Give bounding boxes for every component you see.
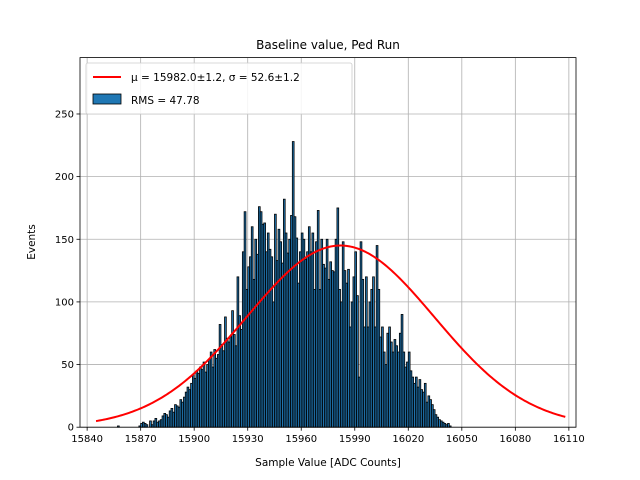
x-tick-label: 15900 [178, 434, 210, 445]
y-tick-label: 200 [55, 172, 74, 183]
legend-rms-swatch [92, 93, 122, 105]
x-tick-label: 16080 [499, 434, 531, 445]
x-tick-label: 15960 [285, 434, 317, 445]
x-tick-label: 16020 [392, 434, 424, 445]
gaussian-fit-curve [95, 244, 566, 423]
y-tick-label: 0 [68, 423, 74, 434]
y-axis-ticks: 0 50 100 150 200 250 [55, 109, 80, 434]
plot-frame [79, 57, 577, 428]
y-tick-label: 100 [55, 297, 74, 308]
y-axis-label: Events [26, 224, 38, 260]
legend-box [85, 62, 353, 115]
y-tick-label: 150 [55, 235, 74, 246]
y-tick-label: 250 [55, 109, 74, 120]
histogram-bars [117, 141, 452, 428]
x-tick-label: 15990 [339, 434, 371, 445]
x-tick-label: 15870 [125, 434, 157, 445]
x-axis-label: Sample Value [ADC Counts] [255, 457, 401, 469]
legend-fit-mu: μ = 15982.0±1.2, [131, 72, 229, 84]
legend-rms-label: RMS = 47.78 [131, 95, 200, 107]
y-tick-label: 50 [61, 360, 74, 371]
legend-fit-sigma: σ = 52.6±1.2 [229, 72, 300, 84]
x-tick-label: 15930 [232, 434, 264, 445]
x-tick-label: 15840 [71, 434, 103, 445]
x-axis-ticks: 15840 15870 15900 15930 15960 15990 16020 16050… [71, 427, 585, 445]
x-tick-label: 16050 [446, 434, 478, 445]
legend-fit-label: μ = 15982.0±1.2, σ = 52.6±1.2 [131, 72, 300, 84]
x-tick-label: 16110 [553, 434, 585, 445]
chart-title: Baseline value, Ped Run [256, 38, 400, 52]
legend: μ = 15982.0±1.2, σ = 52.6±1.2 RMS = 47.7… [85, 62, 353, 115]
